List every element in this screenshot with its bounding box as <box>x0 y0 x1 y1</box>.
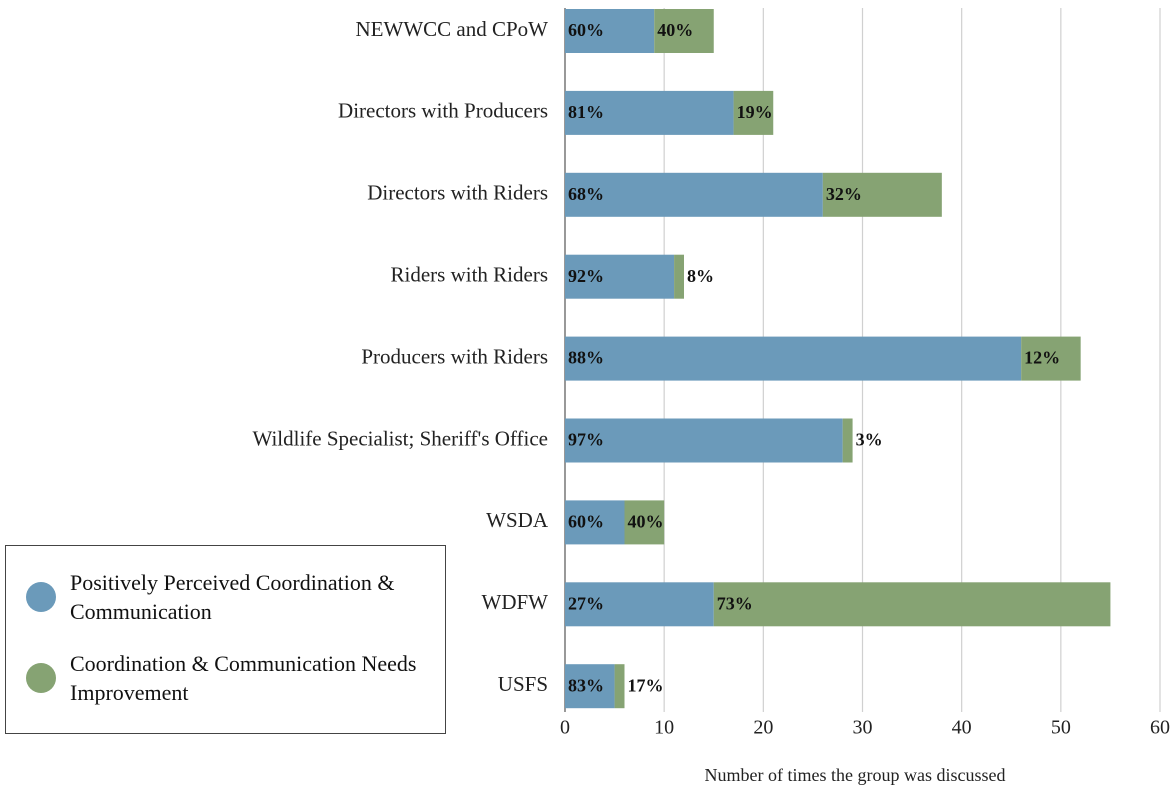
bar-segment <box>565 418 843 463</box>
legend-label: Coordination & Communication Needs Impro… <box>70 651 417 705</box>
x-tick-label: 40 <box>952 717 972 739</box>
segment-label: 83% <box>568 675 604 695</box>
y-tick-label: WSDA <box>486 508 549 532</box>
bar-segment <box>674 254 684 299</box>
x-tick-label: 30 <box>853 717 873 739</box>
legend-swatch <box>26 663 56 693</box>
bar-segment <box>822 172 942 217</box>
bar-segment <box>565 172 823 217</box>
y-tick-label: Wildlife Specialist; Sheriff's Office <box>252 426 548 450</box>
y-tick-label: NEWWCC and CPoW <box>356 17 549 41</box>
bar-segment <box>565 90 734 135</box>
segment-label: 3% <box>856 430 883 450</box>
bar-segment <box>565 254 675 299</box>
x-tick-label: 50 <box>1051 717 1071 739</box>
x-tick-label: 60 <box>1150 717 1170 739</box>
bar-segment <box>654 9 714 53</box>
x-axis-title: Number of times the group was discussed <box>705 765 1006 785</box>
segment-label: 40% <box>657 20 693 40</box>
x-tick-label: 0 <box>560 717 570 739</box>
legend: Positively Perceived Coordination & Comm… <box>5 545 446 734</box>
segment-label: 60% <box>568 512 604 532</box>
bar-segment <box>565 664 615 709</box>
segment-label: 19% <box>737 102 773 122</box>
x-tick-label: 20 <box>753 717 773 739</box>
legend-item: Positively Perceived Coordination & Comm… <box>26 568 420 626</box>
segment-label: 88% <box>568 348 604 368</box>
segment-label: 17% <box>628 675 664 695</box>
segment-label: 73% <box>717 593 753 613</box>
segment-label: 92% <box>568 266 604 286</box>
bar-segment <box>1021 336 1081 381</box>
y-tick-label: WDFW <box>482 590 549 614</box>
segment-label: 81% <box>568 102 604 122</box>
segment-label: 60% <box>568 20 604 40</box>
y-tick-label: Riders with Riders <box>391 263 549 287</box>
legend-swatch <box>26 582 56 612</box>
x-tick-label: 10 <box>654 717 674 739</box>
bar-segment <box>565 9 655 53</box>
bar-segment <box>624 500 665 545</box>
segment-label: 8% <box>687 266 714 286</box>
segment-label: 27% <box>568 593 604 613</box>
y-tick-label: Directors with Producers <box>338 99 548 123</box>
bar-segment <box>565 582 714 627</box>
y-tick-label: USFS <box>498 672 548 696</box>
bar-segment <box>565 336 1022 381</box>
segment-label: 12% <box>1024 348 1060 368</box>
y-tick-label: Directors with Riders <box>367 181 548 205</box>
segment-label: 97% <box>568 430 604 450</box>
legend-label: Positively Perceived Coordination & Comm… <box>70 570 395 624</box>
segment-label: 68% <box>568 184 604 204</box>
bar-segment <box>733 90 774 135</box>
segment-label: 32% <box>826 184 862 204</box>
segment-label: 40% <box>628 512 664 532</box>
bar-segment <box>713 582 1111 627</box>
y-tick-label: Producers with Riders <box>361 344 548 368</box>
bar-segment <box>565 500 625 545</box>
bar-segment <box>614 664 625 709</box>
bar-segment <box>842 418 853 463</box>
legend-item: Coordination & Communication Needs Impro… <box>26 649 420 707</box>
